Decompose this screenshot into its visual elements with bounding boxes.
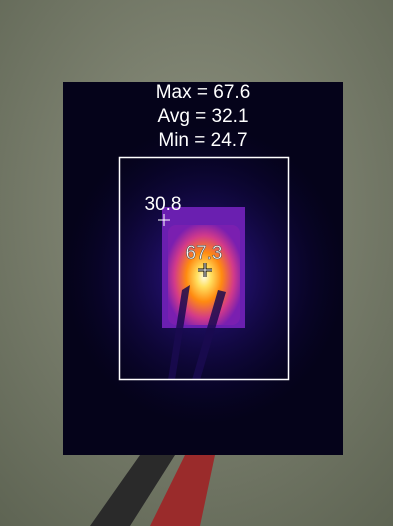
spot-reading: 67.3	[186, 243, 223, 264]
min-label: Min = 24.7	[158, 130, 247, 151]
thermal-view: Max = 67.6 Avg = 32.1 Min = 24.7 30.8 67…	[0, 0, 393, 526]
max-label: Max = 67.6	[156, 82, 251, 103]
page: Max = 67.6 Avg = 32.1 Min = 24.7 30.8 67…	[0, 0, 393, 526]
spot-reading: 30.8	[145, 194, 182, 215]
avg-label: Avg = 32.1	[157, 106, 248, 127]
